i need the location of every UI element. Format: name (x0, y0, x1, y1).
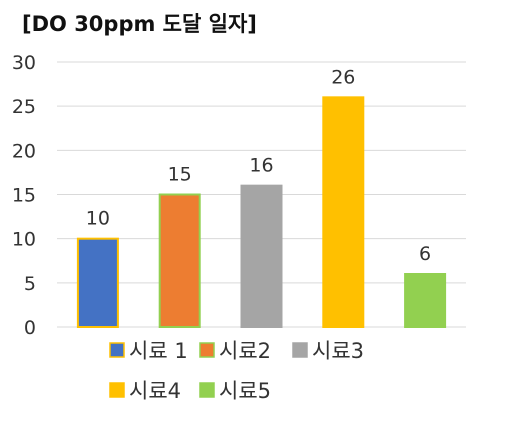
y-axis-ticks: 0 5 10 15 20 25 30 (12, 52, 36, 339)
data-label-5: 6 (419, 243, 431, 265)
bar-2 (158, 193, 201, 328)
y-tick-label: 0 (24, 317, 36, 339)
data-label-2: 15 (168, 164, 192, 186)
legend-label-1: 시료 1 (129, 339, 188, 363)
y-tick-label: 10 (12, 229, 36, 251)
data-label-4: 26 (331, 66, 355, 88)
bar-4 (322, 96, 365, 329)
y-tick-label: 25 (12, 96, 36, 118)
chart-title: [DO 30ppm 도달 일자] (22, 12, 257, 36)
legend-swatch-2 (199, 342, 215, 358)
bar-1 (76, 237, 119, 329)
bar-5 (404, 273, 447, 328)
legend-swatch-4 (109, 382, 125, 398)
legend-label-4: 시료4 (129, 379, 181, 403)
bar-3 (240, 184, 283, 328)
legend-label-3: 시료3 (312, 339, 364, 363)
bars (76, 96, 447, 329)
legend-swatch-1 (109, 342, 125, 358)
legend-label-5: 시료5 (219, 379, 271, 403)
y-tick-label: 30 (12, 52, 36, 74)
legend-swatch-3 (292, 342, 308, 358)
data-label-3: 16 (249, 155, 273, 177)
legend-swatch-5 (199, 382, 215, 398)
legend-label-2: 시료2 (219, 339, 271, 363)
y-tick-label: 20 (12, 140, 36, 162)
legend: 시료 1 시료2 시료3 시료4 시료5 (109, 339, 364, 403)
data-label-1: 10 (86, 208, 110, 230)
y-tick-label: 5 (24, 273, 36, 295)
y-tick-label: 15 (12, 185, 36, 207)
data-labels: 10 15 16 26 6 (86, 66, 431, 265)
